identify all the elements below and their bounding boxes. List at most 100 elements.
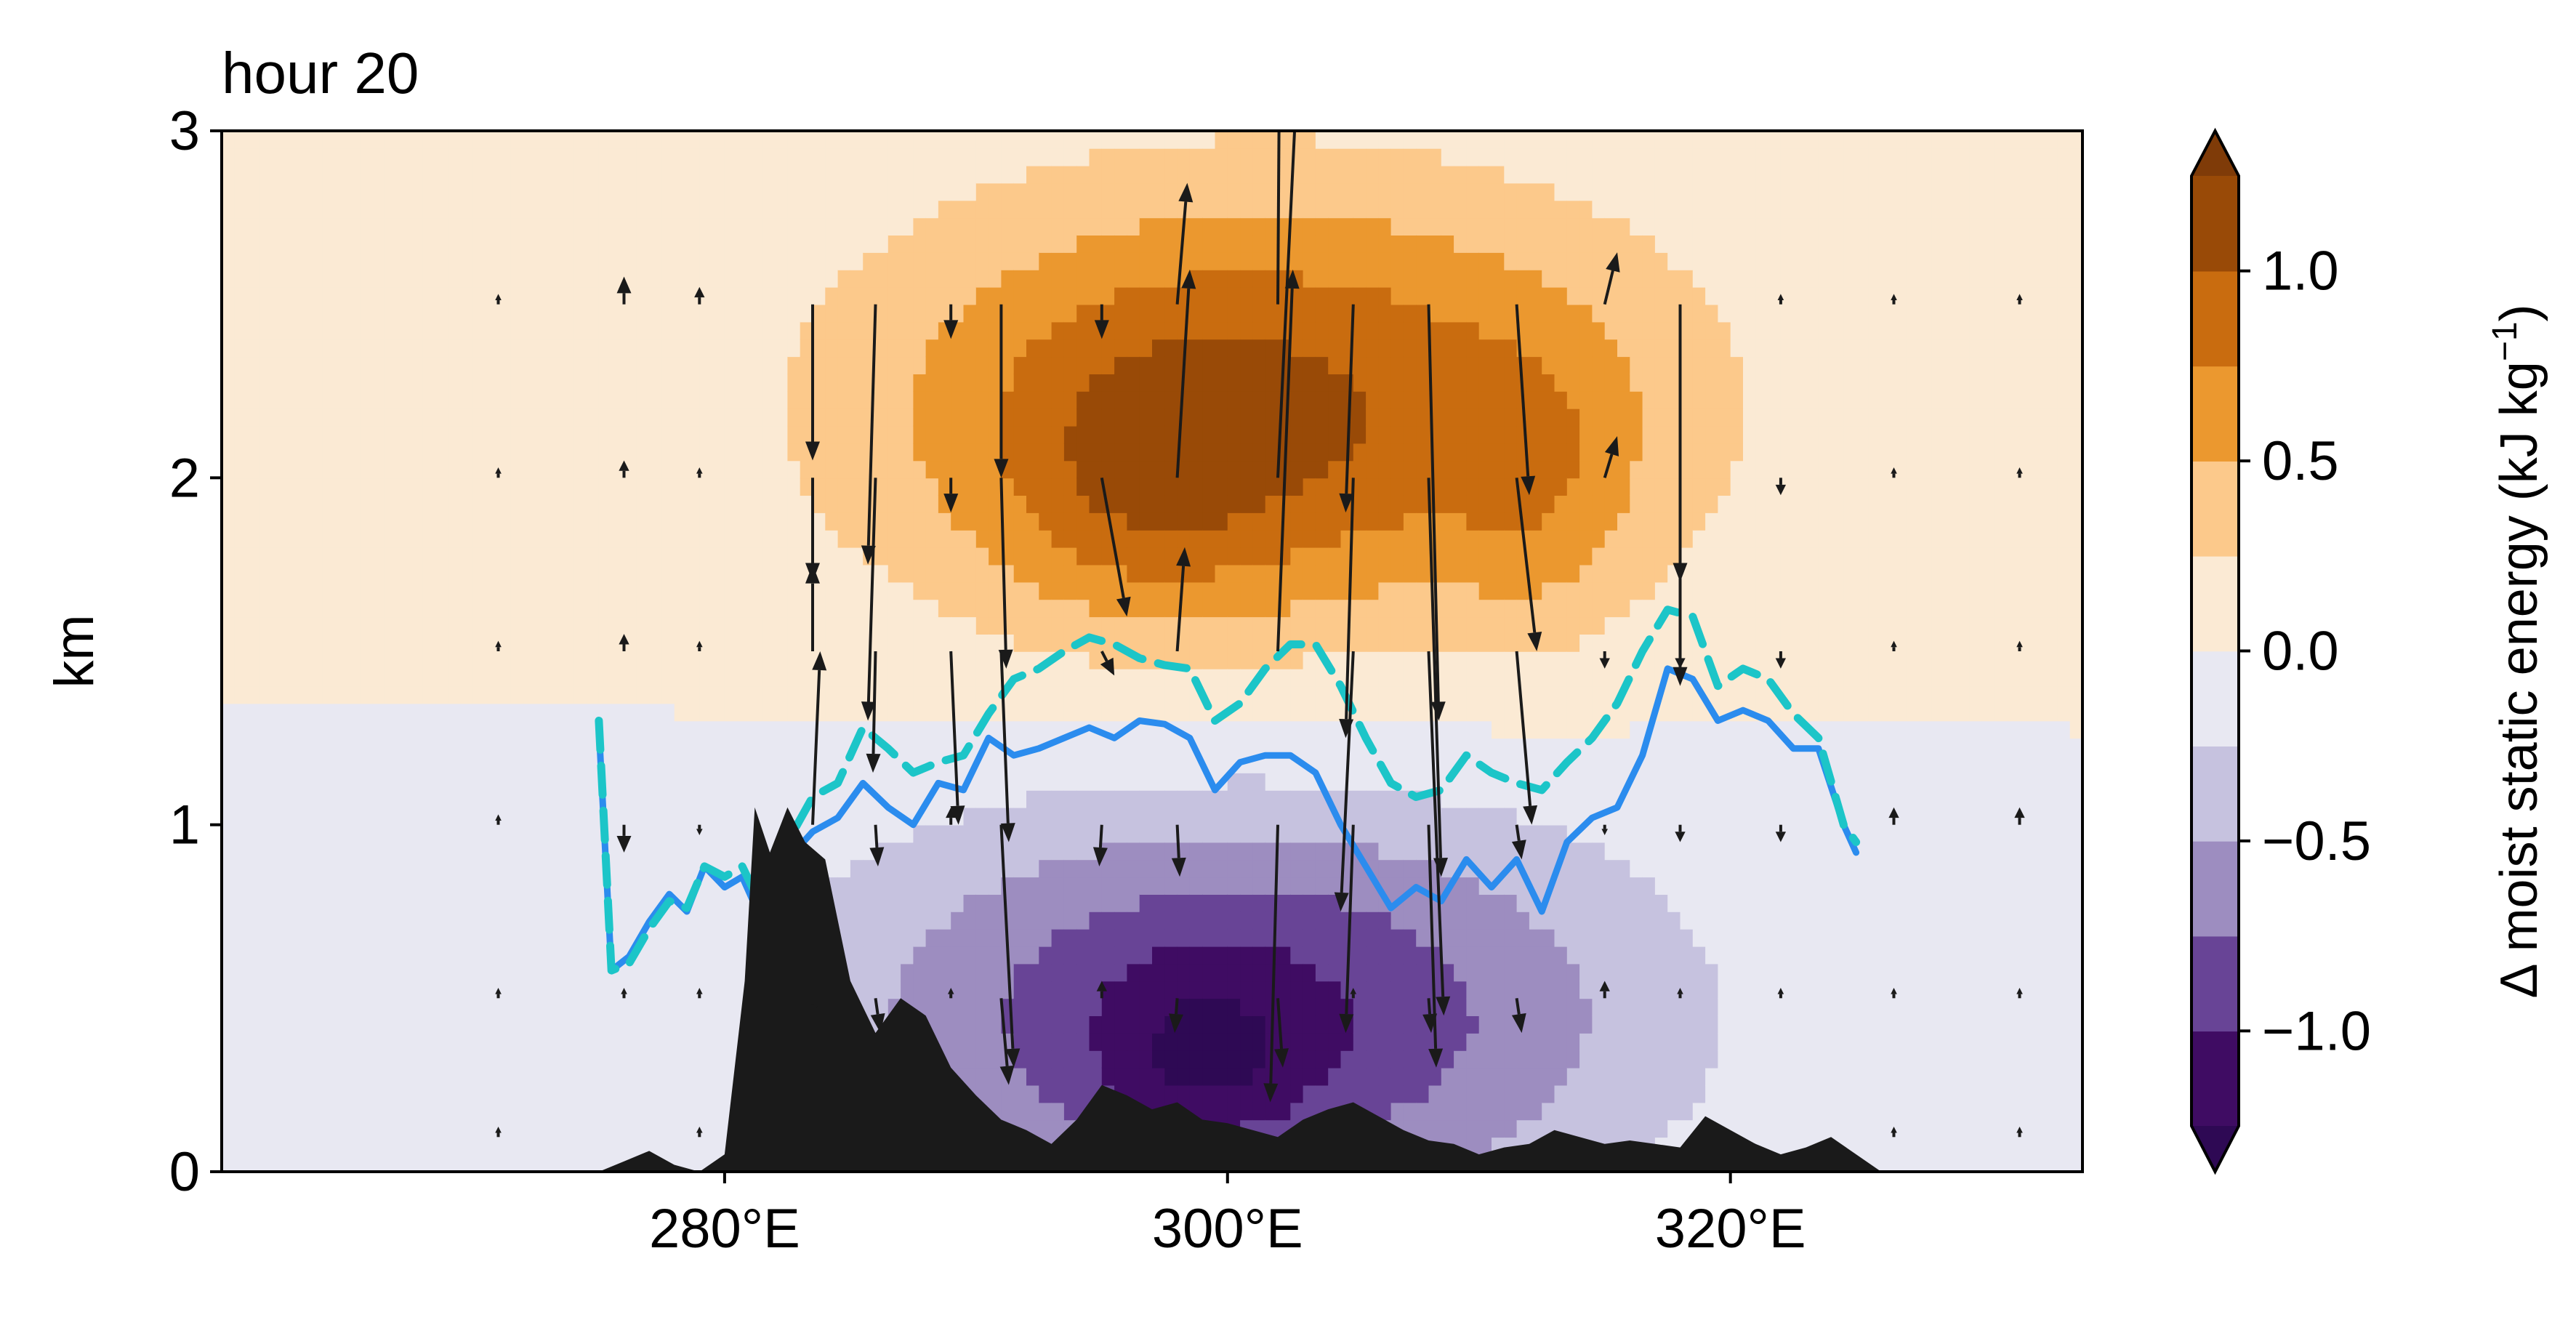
contour-cell: [989, 981, 1002, 999]
contour-cell: [875, 564, 889, 583]
contour-cell: [649, 217, 663, 236]
contour-cell: [561, 182, 575, 201]
contour-cell: [674, 1050, 688, 1069]
contour-cell: [1152, 460, 1166, 479]
contour-cell: [1227, 408, 1241, 427]
contour-cell: [674, 321, 688, 340]
contour-cell: [259, 339, 273, 358]
contour-cell: [1101, 877, 1115, 895]
contour-cell: [1202, 1050, 1216, 1069]
contour-cell: [460, 1154, 474, 1172]
contour-cell: [598, 304, 612, 323]
contour-cell: [1039, 634, 1052, 652]
contour-cell: [435, 894, 449, 912]
contour-cell: [749, 668, 763, 687]
contour-cell: [460, 304, 474, 323]
contour-cell: [1152, 685, 1166, 704]
contour-cell: [636, 1102, 650, 1121]
contour-cell: [1189, 599, 1203, 618]
contour-cell: [951, 547, 965, 566]
contour-cell: [863, 235, 877, 253]
contour-cell: [472, 512, 486, 531]
contour-cell: [536, 252, 550, 270]
contour-cell: [762, 460, 776, 479]
contour-cell: [1139, 321, 1153, 340]
contour-cell: [1127, 148, 1140, 166]
contour-cell: [901, 859, 914, 878]
contour-cell: [372, 235, 386, 253]
contour-cell: [510, 668, 524, 687]
contour-cell: [486, 807, 499, 826]
contour-cell: [284, 807, 298, 826]
contour-cell: [1076, 217, 1090, 236]
contour-cell: [1001, 374, 1015, 392]
contour-cell: [724, 1050, 738, 1069]
contour-cell: [850, 807, 864, 826]
contour-cell: [674, 478, 688, 496]
contour-cell: [334, 304, 348, 323]
contour-cell: [322, 478, 336, 496]
contour-cell: [699, 374, 713, 392]
contour-cell: [360, 807, 374, 826]
contour-cell: [661, 252, 675, 270]
contour-cell: [1240, 1067, 1254, 1086]
contour-cell: [561, 998, 575, 1016]
contour-cell: [486, 720, 499, 739]
contour-cell: [1202, 235, 1216, 253]
contour-cell: [850, 304, 864, 323]
contour-cell: [837, 877, 851, 895]
contour-cell: [636, 529, 650, 548]
contour-cell: [486, 616, 499, 635]
contour-cell: [1013, 408, 1027, 427]
contour-cell: [1189, 1067, 1203, 1086]
contour-cell: [360, 182, 374, 201]
contour-cell: [825, 651, 839, 669]
contour-cell: [1189, 547, 1203, 566]
contour-cell: [624, 963, 637, 982]
contour-cell: [536, 374, 550, 392]
contour-cell: [1240, 131, 1254, 149]
contour-cell: [222, 599, 236, 618]
contour-cell: [913, 286, 927, 305]
contour-cell: [1076, 773, 1090, 791]
contour-cell: [334, 1067, 348, 1086]
contour-cell: [385, 529, 398, 548]
contour-cell: [1013, 460, 1027, 479]
contour-cell: [310, 685, 323, 704]
contour-cell: [385, 131, 398, 149]
contour-cell: [1101, 703, 1115, 722]
contour-cell: [863, 443, 877, 462]
contour-cell: [624, 599, 637, 618]
contour-cell: [1202, 824, 1216, 843]
contour-cell: [975, 286, 989, 305]
contour-cell: [510, 286, 524, 305]
contour-cell: [561, 773, 575, 791]
contour-cell: [310, 1119, 323, 1138]
contour-cell: [1240, 773, 1254, 791]
contour-cell: [222, 651, 236, 669]
contour-cell: [1139, 148, 1153, 166]
contour-cell: [360, 1154, 374, 1172]
contour-cell: [800, 755, 813, 773]
contour-cell: [510, 356, 524, 374]
contour-cell: [1001, 339, 1015, 358]
contour-cell: [1177, 773, 1191, 791]
contour-cell: [523, 425, 537, 444]
contour-cell: [1013, 963, 1027, 982]
contour-cell: [687, 512, 701, 531]
contour-cell: [510, 894, 524, 912]
contour-cell: [1189, 148, 1203, 166]
contour-cell: [1227, 425, 1241, 444]
contour-cell: [586, 685, 600, 704]
contour-cell: [1240, 789, 1254, 808]
contour-cell: [749, 703, 763, 722]
contour-cell: [1013, 634, 1027, 652]
contour-cell: [1127, 685, 1140, 704]
contour-cell: [1039, 1102, 1052, 1121]
contour-cell: [925, 599, 939, 618]
contour-cell: [448, 460, 462, 479]
contour-cell: [510, 824, 524, 843]
contour-cell: [448, 1050, 462, 1069]
contour-cell: [410, 391, 424, 409]
